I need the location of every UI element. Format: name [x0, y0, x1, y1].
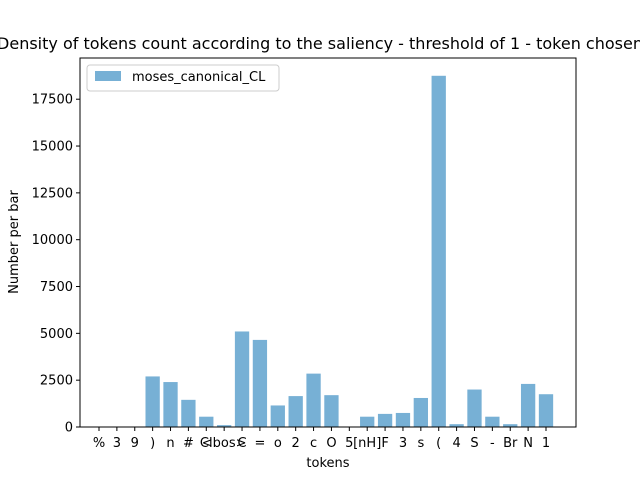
bar-3 [145, 376, 160, 427]
bar-6 [199, 416, 214, 427]
bar-21 [467, 389, 482, 427]
x-tick-label: 4 [452, 436, 460, 451]
bars-group [145, 75, 554, 427]
x-tick-label: # [183, 436, 194, 451]
bar-23 [503, 424, 518, 427]
x-tick-label: [nH] [353, 436, 381, 451]
bar-7 [217, 425, 232, 427]
bar-18 [413, 397, 428, 427]
bar-8 [234, 331, 250, 427]
x-tick-label: 3 [399, 436, 407, 451]
x-tick-label: 1 [542, 436, 550, 451]
bar-22 [485, 416, 500, 427]
bar-5 [181, 399, 196, 427]
y-tick-label: 2500 [40, 374, 73, 389]
x-tick-label: F [381, 436, 388, 451]
x-tick-label: Cl [200, 436, 213, 451]
y-tick-label: 5000 [40, 327, 73, 342]
x-tick-label: 9 [131, 436, 139, 451]
bar-10 [270, 405, 285, 427]
y-tick-label: 15000 [32, 140, 73, 155]
x-tick-label: 3 [113, 436, 121, 451]
bar-12 [306, 373, 321, 427]
y-axis-label: Number per bar [7, 190, 22, 294]
bar-16 [377, 413, 393, 427]
bar-13 [324, 395, 339, 427]
bar-11 [288, 396, 303, 427]
chart-title: Density of tokens count according to the… [0, 34, 640, 53]
bar-20 [449, 424, 464, 427]
x-tick-label: n [166, 436, 174, 451]
y-tick-label: 0 [65, 421, 73, 436]
x-tick-label: Br [503, 436, 518, 451]
x-axis: % 3 9) n # Cl<bos>C = o 2 c O 5 [nH] F 3 s(4 S - Br N 1 [93, 427, 550, 451]
x-tick-label: N [523, 436, 533, 451]
x-tick-label: C [238, 436, 247, 451]
x-tick-label: s [417, 436, 424, 451]
x-tick-label: = [254, 436, 265, 451]
bar-17 [395, 412, 411, 427]
y-axis: 0 2500 5000 7500 10000 12500 15000 17500 [32, 93, 80, 436]
bar-9 [252, 339, 268, 427]
x-tick-label: o [274, 436, 282, 451]
bar-15 [360, 416, 375, 427]
bar-19 [431, 75, 446, 427]
y-tick-label: 7500 [40, 280, 73, 295]
bar-25 [538, 394, 554, 427]
plot-frame [79, 57, 577, 428]
x-tick-label: c [310, 436, 317, 451]
legend-swatch [95, 71, 121, 81]
x-tick-label: 5 [345, 436, 353, 451]
legend: moses_canonical_CL [86, 64, 280, 92]
y-tick-label: 10000 [32, 233, 73, 248]
x-tick-label: S [470, 436, 478, 451]
y-tick-label: 17500 [32, 93, 73, 108]
x-tick-label: <bos> [202, 436, 247, 451]
x-tick-label: ) [150, 436, 155, 451]
x-tick-label: ( [436, 436, 441, 451]
x-tick-label: 2 [292, 436, 300, 451]
bar-24 [520, 383, 536, 427]
x-tick-label: O [326, 436, 336, 451]
y-tick-label: 12500 [32, 186, 73, 201]
bar-4 [163, 382, 178, 427]
x-axis-label: tokens [306, 456, 349, 471]
x-tick-label: % [93, 436, 105, 451]
x-tick-label: - [490, 436, 495, 451]
legend-label: moses_canonical_CL [132, 70, 266, 85]
legend-box [86, 64, 280, 92]
